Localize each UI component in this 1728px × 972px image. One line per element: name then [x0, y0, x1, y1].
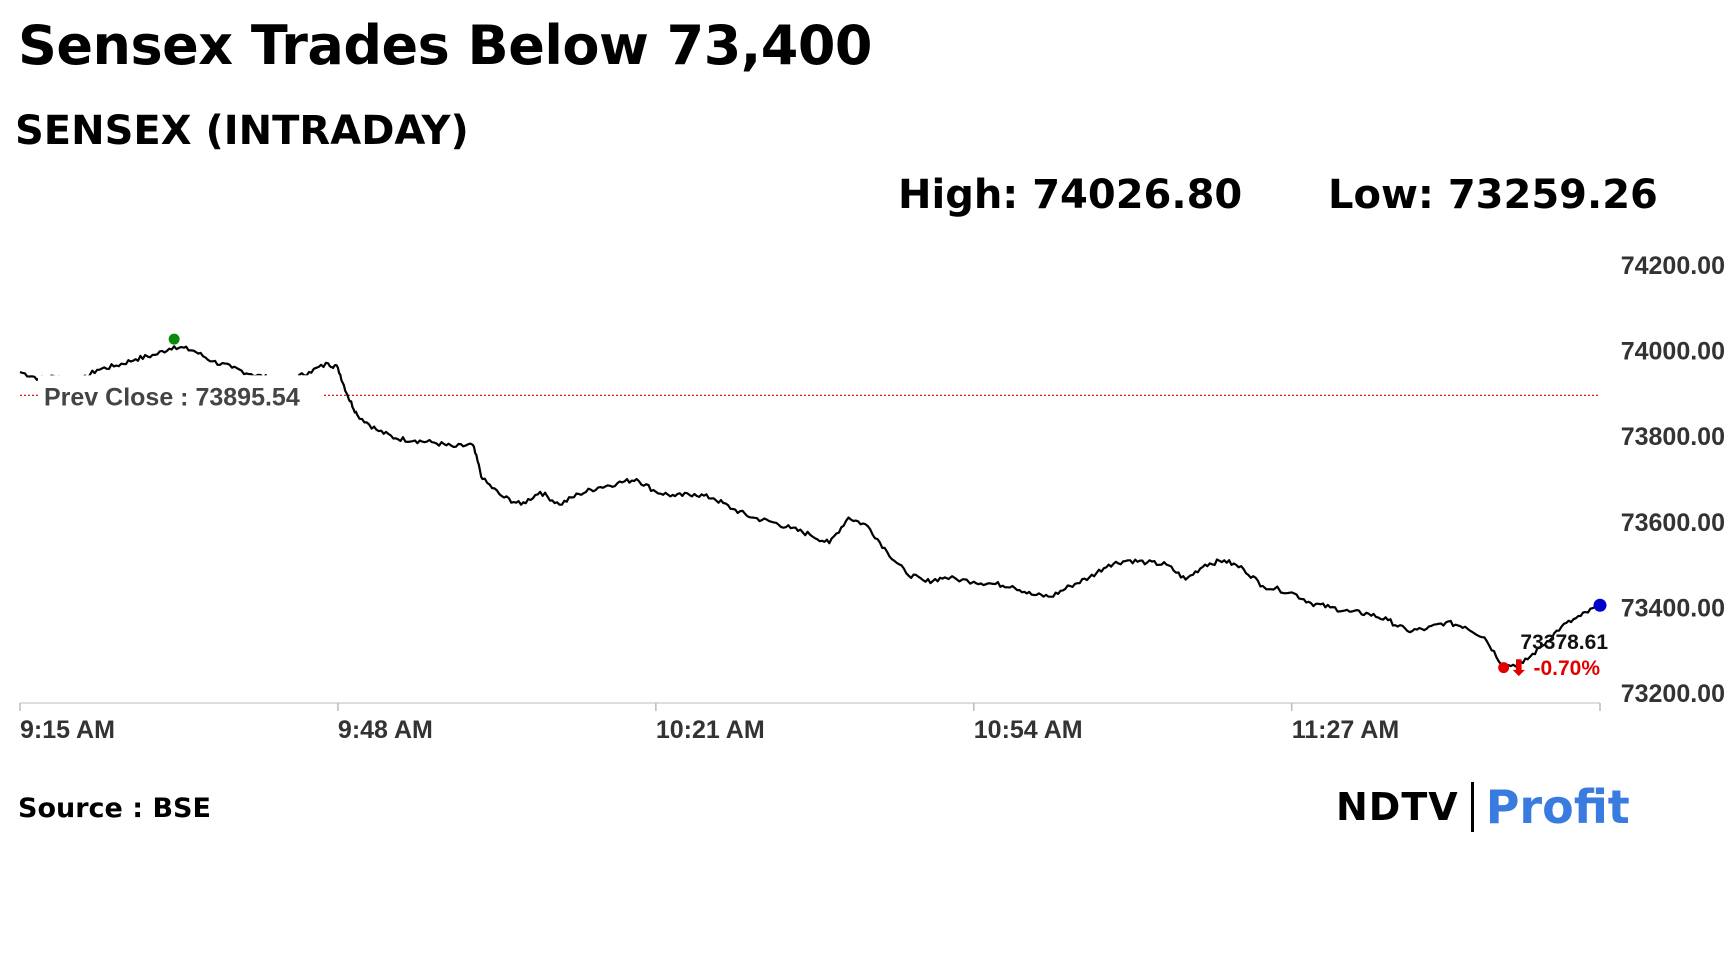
y-tick-label: 73200.00 — [1621, 680, 1725, 708]
y-tick-label: 73600.00 — [1621, 509, 1725, 537]
high-stat: High: 74026.80 — [898, 172, 1243, 218]
y-tick-label: 73800.00 — [1621, 423, 1725, 451]
change-label: ⬇ -0.70% — [1510, 657, 1600, 680]
x-tick-label: 10:54 AM — [974, 716, 1083, 744]
x-tick-label: 9:15 AM — [20, 716, 115, 744]
low-marker — [1498, 662, 1510, 674]
logo-profit-text: Profit — [1485, 780, 1630, 834]
prev-close-label: Prev Close : 73895.54 — [44, 383, 300, 411]
prev-close-label-bg — [38, 375, 324, 410]
x-tick-label: 9:48 AM — [338, 716, 433, 744]
last-value-label: 73378.61 — [1520, 631, 1608, 654]
source-note: Source : BSE — [18, 793, 211, 824]
y-tick-label: 73400.00 — [1621, 594, 1725, 622]
y-tick-label: 74000.00 — [1621, 338, 1725, 366]
last-value-marker — [1593, 598, 1607, 612]
headline: Sensex Trades Below 73,400 — [18, 14, 873, 77]
logo-divider — [1470, 782, 1474, 832]
x-tick-label: 11:27 AM — [1292, 716, 1399, 744]
logo-ndtv-text: NDTV — [1336, 785, 1459, 829]
x-tick-label: 10:21 AM — [656, 716, 765, 744]
high-marker — [168, 333, 180, 345]
chart-title: SENSEX (INTRADAY) — [15, 108, 469, 154]
ndtv-profit-logo: NDTV Profit — [1336, 778, 1630, 836]
low-stat: Low: 73259.26 — [1328, 172, 1658, 218]
y-tick-label: 74200.00 — [1621, 252, 1725, 280]
